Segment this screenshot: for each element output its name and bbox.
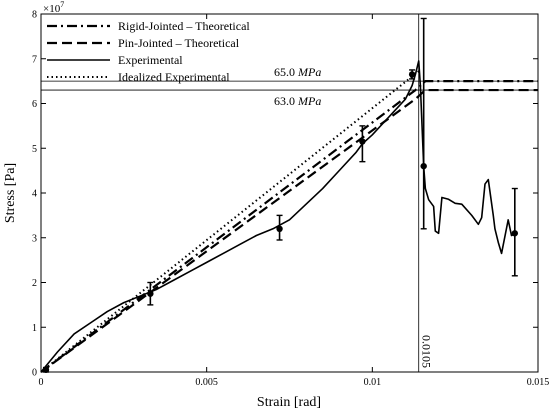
x-tick-label-1: 0.005 — [195, 377, 218, 388]
x-axis-label: Strain [rad] — [257, 395, 321, 410]
y-exponent-power: 7 — [60, 0, 64, 9]
legend-label-rigid-jointed-theoretical: Rigid-Jointed – Theoretical — [118, 19, 250, 33]
data-point-2 — [276, 225, 283, 232]
y-tick-label-1: 1 — [32, 323, 37, 334]
y-tick-label-4: 4 — [32, 189, 37, 200]
y-exponent-label: ×107 — [43, 0, 64, 15]
x-tick-label-3: 0.015 — [527, 377, 550, 388]
reference-lines-layer: 65.0 MPa 63.0 MPa 0.0105 — [41, 14, 538, 372]
y-tick-label-0: 0 — [32, 368, 37, 379]
data-point-0 — [42, 366, 50, 373]
data-point-1 — [147, 290, 154, 297]
data-point-3 — [359, 138, 366, 145]
reference-label-65-0: 65.0 MPa — [274, 65, 321, 79]
data-point-5 — [420, 162, 427, 170]
y-tick-label-7: 7 — [32, 54, 37, 65]
error-bars-layer — [42, 17, 519, 373]
x-tick-label-2: 0.01 — [364, 377, 382, 388]
y-tick-label-6: 6 — [32, 99, 37, 110]
data-point-6 — [511, 230, 519, 237]
y-tick-label-3: 3 — [32, 233, 37, 244]
y-axis-label: Stress [Pa] — [3, 163, 18, 223]
legend-label-experimental: Experimental — [118, 53, 183, 67]
data-point-4 — [408, 71, 416, 78]
y-ticks: 0 1 2 3 4 5 6 7 8 — [32, 10, 538, 379]
reference-label-vertical: 0.0105 — [420, 335, 434, 368]
y-tick-label-5: 5 — [32, 144, 37, 155]
legend: Rigid-Jointed – Theoretical Pin-Jointed –… — [47, 19, 250, 84]
legend-label-idealized-experimental: Idealized Experimental — [118, 70, 230, 84]
x-tick-label-0: 0 — [39, 377, 44, 388]
plot-background — [41, 14, 538, 372]
y-tick-label-2: 2 — [32, 278, 37, 289]
legend-label-pin-jointed-theoretical: Pin-Jointed – Theoretical — [118, 36, 240, 50]
y-tick-label-8: 8 — [32, 10, 37, 21]
reference-label-63-0: 63.0 MPa — [274, 94, 321, 108]
x-ticks: 0 0.005 0.01 0.015 — [39, 14, 550, 388]
